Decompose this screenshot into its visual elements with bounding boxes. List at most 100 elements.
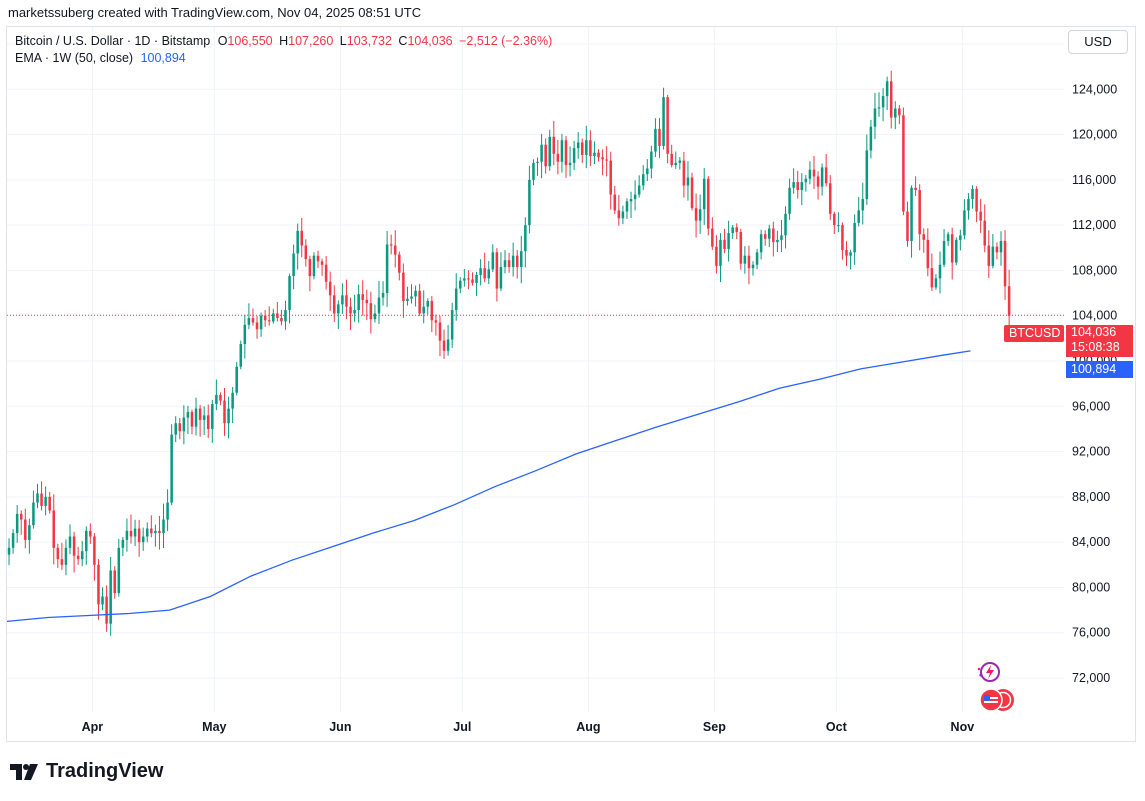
candle bbox=[780, 219, 783, 253]
candle bbox=[40, 481, 43, 511]
candle-body bbox=[52, 510, 56, 548]
candle bbox=[560, 133, 564, 173]
candle-series bbox=[7, 70, 1011, 636]
candle-body bbox=[983, 220, 986, 246]
candle-body bbox=[499, 267, 503, 289]
candle-body bbox=[64, 547, 68, 565]
candle bbox=[174, 416, 177, 443]
candle bbox=[751, 261, 755, 276]
candle bbox=[150, 515, 153, 538]
candle bbox=[296, 223, 299, 270]
candle-body bbox=[580, 142, 584, 155]
candle bbox=[434, 314, 438, 336]
candle bbox=[507, 252, 511, 273]
candle bbox=[7, 538, 11, 566]
candle bbox=[109, 557, 112, 636]
candle bbox=[650, 145, 653, 179]
candle-body bbox=[719, 239, 722, 266]
candle-body bbox=[511, 255, 515, 268]
candle-body bbox=[211, 404, 214, 429]
candle bbox=[950, 227, 954, 280]
candle-body bbox=[971, 188, 974, 200]
candle bbox=[580, 138, 584, 163]
currency-button[interactable]: USD bbox=[1068, 30, 1128, 54]
candle bbox=[231, 387, 234, 424]
candle-body bbox=[219, 394, 222, 401]
us-economic-events-icon[interactable] bbox=[977, 686, 1017, 719]
candle-body bbox=[820, 167, 824, 187]
candle bbox=[763, 230, 767, 246]
candle bbox=[239, 340, 243, 370]
candle-body bbox=[328, 281, 332, 296]
candle-body bbox=[40, 493, 43, 506]
candle bbox=[459, 277, 462, 294]
price-tick-label: 80,000 bbox=[1072, 580, 1110, 594]
candle bbox=[548, 129, 551, 171]
candle-body bbox=[767, 228, 771, 239]
candle bbox=[194, 397, 198, 436]
candle-body bbox=[170, 434, 173, 503]
candle bbox=[759, 229, 763, 260]
candle bbox=[641, 165, 645, 191]
price-tick-label: 108,000 bbox=[1072, 263, 1117, 277]
candle-body bbox=[389, 244, 393, 246]
candle bbox=[125, 518, 129, 552]
candle bbox=[629, 191, 633, 219]
candle-body bbox=[263, 315, 267, 321]
candle bbox=[410, 284, 413, 304]
candle-body bbox=[365, 299, 369, 304]
candle-body bbox=[48, 496, 51, 511]
candle bbox=[385, 231, 389, 307]
candle bbox=[166, 489, 169, 532]
candle bbox=[552, 121, 556, 166]
candle-body bbox=[889, 81, 893, 118]
candle-body bbox=[333, 295, 336, 314]
candle-body bbox=[930, 268, 934, 288]
candle bbox=[690, 172, 694, 211]
candle bbox=[625, 198, 629, 219]
candle bbox=[877, 92, 881, 117]
candle-body bbox=[97, 564, 100, 605]
candle-body bbox=[686, 177, 690, 186]
candle bbox=[267, 306, 271, 326]
candle-body bbox=[154, 530, 157, 534]
candle-body bbox=[402, 272, 405, 301]
candle bbox=[646, 159, 649, 182]
candle-body bbox=[239, 344, 243, 367]
candle-body bbox=[520, 251, 523, 268]
lightning-badge-icon[interactable] bbox=[976, 660, 1002, 689]
candle-body bbox=[308, 259, 312, 277]
price-tick-label: 72,000 bbox=[1072, 671, 1110, 685]
candle bbox=[276, 302, 279, 322]
candle bbox=[361, 280, 364, 316]
tradingview-logo[interactable]: TradingView bbox=[10, 760, 163, 783]
candle bbox=[589, 130, 592, 167]
candle bbox=[662, 87, 665, 150]
candle bbox=[426, 298, 430, 315]
candle bbox=[845, 241, 848, 267]
candle-body bbox=[995, 246, 999, 253]
candle bbox=[154, 524, 157, 547]
candle-body bbox=[272, 313, 275, 322]
candle bbox=[56, 543, 60, 568]
candle bbox=[991, 234, 995, 269]
candle bbox=[597, 149, 600, 162]
candle bbox=[702, 168, 706, 226]
candle bbox=[670, 144, 673, 168]
candle bbox=[137, 519, 141, 557]
candle-body bbox=[7, 547, 11, 555]
candle bbox=[11, 529, 15, 554]
candle-body bbox=[711, 228, 714, 247]
candle bbox=[365, 289, 369, 321]
candle-body bbox=[731, 227, 734, 234]
candle-body bbox=[280, 317, 283, 322]
candle-body bbox=[589, 140, 592, 157]
candle-body bbox=[556, 153, 560, 162]
candle-body bbox=[739, 231, 743, 264]
candle bbox=[251, 308, 255, 326]
candle bbox=[556, 139, 560, 175]
candle bbox=[15, 505, 19, 543]
candle bbox=[694, 193, 698, 238]
candle bbox=[767, 224, 771, 248]
